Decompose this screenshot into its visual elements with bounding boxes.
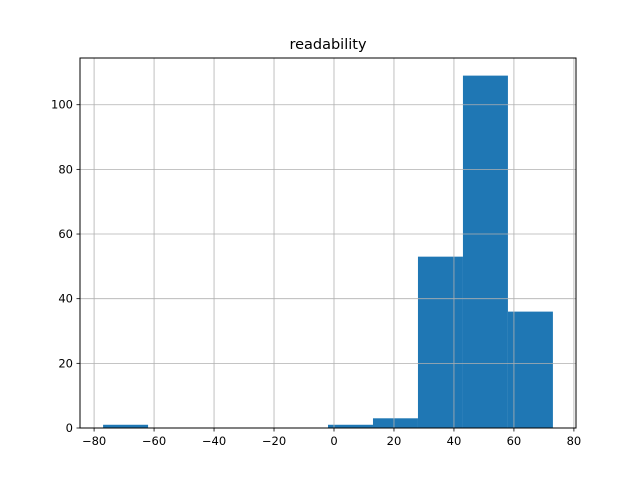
histogram-bar	[462, 75, 508, 428]
x-tick-label: −20	[262, 434, 286, 448]
axes-frame	[79, 57, 577, 429]
chart-title: readability	[289, 37, 367, 53]
y-tick-label: 80	[58, 162, 73, 176]
x-tick-label: −60	[142, 434, 166, 448]
y-tick-label: 60	[58, 227, 73, 241]
y-tick-label: 20	[58, 356, 73, 370]
x-tick-label: 40	[447, 434, 462, 448]
x-tick-label: 0	[330, 434, 337, 448]
x-tick-label: 80	[567, 434, 582, 448]
y-tick-label: 40	[58, 292, 73, 306]
x-tick-label: −40	[202, 434, 226, 448]
histogram-bar	[328, 424, 373, 428]
histogram-bar	[372, 418, 418, 428]
x-tick-label: −80	[82, 434, 106, 448]
histogram-bar	[507, 311, 553, 428]
x-tick-label: 20	[387, 434, 402, 448]
y-tick-label: 0	[66, 421, 73, 435]
histogram-bar	[103, 424, 149, 428]
y-tick-label: 100	[51, 98, 73, 112]
histogram-bar	[417, 256, 463, 428]
x-tick-label: 60	[507, 434, 522, 448]
